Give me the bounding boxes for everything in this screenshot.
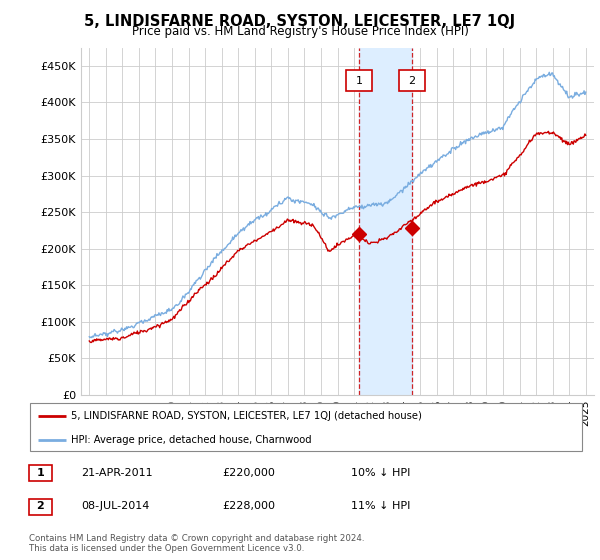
Text: 08-JUL-2014: 08-JUL-2014 (81, 501, 149, 511)
Text: 21-APR-2011: 21-APR-2011 (81, 468, 152, 478)
Text: 1: 1 (356, 76, 362, 86)
Text: 10% ↓ HPI: 10% ↓ HPI (351, 468, 410, 478)
Text: HPI: Average price, detached house, Charnwood: HPI: Average price, detached house, Char… (71, 435, 312, 445)
FancyBboxPatch shape (399, 70, 425, 91)
Text: 5, LINDISFARNE ROAD, SYSTON, LEICESTER, LE7 1QJ (detached house): 5, LINDISFARNE ROAD, SYSTON, LEICESTER, … (71, 411, 422, 421)
Text: 2: 2 (37, 501, 44, 511)
Text: £220,000: £220,000 (222, 468, 275, 478)
Text: 5, LINDISFARNE ROAD, SYSTON, LEICESTER, LE7 1QJ: 5, LINDISFARNE ROAD, SYSTON, LEICESTER, … (85, 14, 515, 29)
Text: 2: 2 (409, 76, 416, 86)
Text: Contains HM Land Registry data © Crown copyright and database right 2024.
This d: Contains HM Land Registry data © Crown c… (29, 534, 364, 553)
FancyBboxPatch shape (346, 70, 372, 91)
Text: 11% ↓ HPI: 11% ↓ HPI (351, 501, 410, 511)
Text: £228,000: £228,000 (222, 501, 275, 511)
Text: Price paid vs. HM Land Registry's House Price Index (HPI): Price paid vs. HM Land Registry's House … (131, 25, 469, 38)
Text: 1: 1 (37, 468, 44, 478)
Bar (359, 48, 412, 395)
FancyBboxPatch shape (30, 403, 582, 451)
